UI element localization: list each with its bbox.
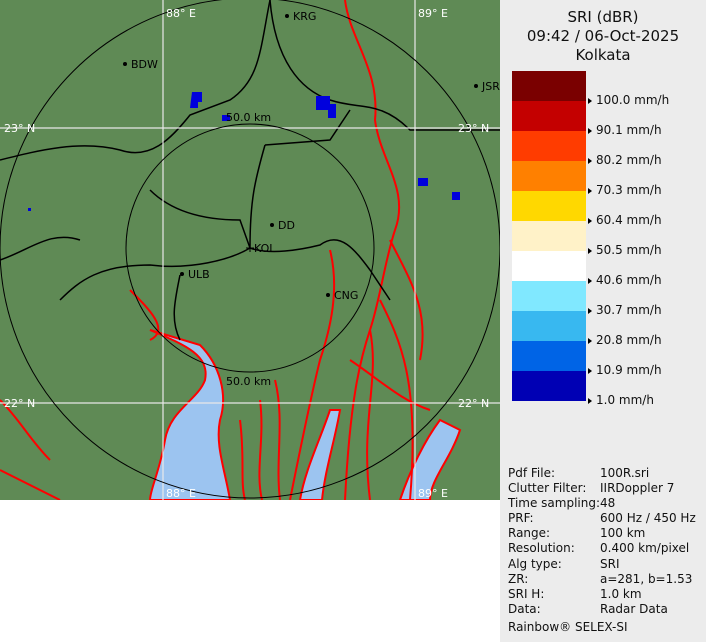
legend-label: 100.0 mm/h (588, 93, 669, 107)
range-rings (0, 0, 500, 499)
legend-label: 80.2 mm/h (588, 153, 662, 167)
radar-map[interactable]: 88° E 89° E 88° E 89° E 23° N 23° N 22° … (0, 0, 500, 500)
info-key: Clutter Filter: (508, 481, 587, 496)
lat-label-23-right: 23° N (458, 122, 489, 135)
info-row: ZR: a=281, b=1.53 (508, 572, 696, 587)
info-key: Resolution: (508, 541, 575, 556)
place-dd: DD (278, 219, 295, 232)
timestamp: 09:42 / 06-Oct-2025 (526, 27, 680, 45)
footer-credit: Rainbow® SELEX-SI (508, 620, 628, 634)
place-krg: KRG (293, 10, 316, 23)
info-row: Resolution: 0.400 km/pixel (508, 541, 696, 556)
info-value: Radar Data (600, 601, 668, 616)
info-value: SRI (600, 556, 620, 571)
legend-swatch (512, 311, 586, 341)
info-key: Pdf File: (508, 466, 556, 480)
info-key: PRF: (508, 511, 534, 526)
grid-lines (0, 0, 500, 500)
place-cng: CNG (334, 289, 358, 302)
lon-label-88-bottom: 88° E (166, 487, 196, 500)
info-row: Time sampling: 48 (508, 496, 696, 511)
rain-echoes (28, 92, 460, 211)
legend-swatch (512, 71, 586, 101)
legend-label: 70.3 mm/h (588, 183, 662, 197)
legend-label: 90.1 mm/h (588, 123, 662, 137)
legend-label: 60.4 mm/h (588, 213, 662, 227)
legend-swatch (512, 161, 586, 191)
info-key: Range: (508, 526, 551, 541)
place-bdw: BDW (131, 58, 158, 71)
info-row: Pdf File: 100R.sri (508, 466, 696, 481)
site-name: Kolkata (575, 46, 631, 64)
place-markers: BDW KRG JSR DD KOL ULB CNG (123, 10, 500, 302)
range-label-north: 50.0 km (226, 111, 271, 124)
river-estuary-east (298, 409, 462, 500)
info-key: Time sampling: (508, 496, 601, 511)
info-key: SRI H: (508, 586, 545, 601)
legend-label: 1.0 mm/h (588, 393, 654, 407)
river-network (0, 0, 431, 500)
info-value: 100 km (600, 526, 646, 541)
info-value: 0.400 km/pixel (600, 541, 690, 556)
legend-swatch (512, 371, 586, 401)
info-value: IIRDoppler 7 (600, 481, 675, 496)
legend-label: 40.6 mm/h (588, 273, 662, 287)
legend-swatch (512, 131, 586, 161)
lat-label-22-left: 22° N (4, 397, 35, 410)
info-value: 1.0 km (600, 586, 642, 601)
info-row: Alg type: SRI (508, 557, 696, 572)
legend-label: 10.9 mm/h (588, 363, 662, 377)
place-jsr: JSR (481, 80, 500, 93)
legend-swatch (512, 101, 586, 131)
lon-label-89-bottom: 89° E (418, 487, 448, 500)
range-label-south: 50.0 km (226, 375, 271, 388)
info-table: Pdf File: 100R.sri Clutter Filter: IIRDoppl… (508, 466, 696, 617)
legend-swatch (512, 281, 586, 311)
legend-swatch (512, 191, 586, 221)
info-row: SRI H: 1.0 km (508, 587, 696, 602)
legend-swatch (512, 341, 586, 371)
info-key: ZR: (508, 571, 529, 586)
info-row: Data: Radar Data (508, 602, 696, 617)
info-row: Range: 100 km (508, 526, 696, 541)
place-kol: KOL (254, 242, 276, 255)
info-key: Data: (508, 601, 541, 616)
river-estuary (148, 329, 232, 500)
district-boundaries (0, 0, 500, 341)
lat-label-22-right: 22° N (458, 397, 489, 410)
info-key: Alg type: (508, 556, 562, 571)
place-ulb: ULB (188, 268, 210, 281)
info-row: Clutter Filter: IIRDoppler 7 (508, 481, 696, 496)
info-row: PRF: 600 Hz / 450 Hz (508, 511, 696, 526)
info-value: 48 (600, 496, 616, 511)
info-value: a=281, b=1.53 (600, 571, 693, 586)
legend-label: 50.5 mm/h (588, 243, 662, 257)
legend-panel: SRI (dBR) 09:42 / 06-Oct-2025 Kolkata 10… (500, 0, 706, 642)
lat-label-23-left: 23° N (4, 122, 35, 135)
lon-label-88-top: 88° E (166, 7, 196, 20)
info-value: 600 Hz / 450 Hz (600, 511, 696, 526)
legend-swatch (512, 221, 586, 251)
lon-label-89-top: 89° E (418, 7, 448, 20)
info-value: 100R.sri (600, 466, 650, 480)
legend-swatch (512, 251, 586, 281)
product-title: SRI (dBR) (567, 8, 639, 26)
legend-label: 20.8 mm/h (588, 333, 662, 347)
legend-label: 30.7 mm/h (588, 303, 662, 317)
